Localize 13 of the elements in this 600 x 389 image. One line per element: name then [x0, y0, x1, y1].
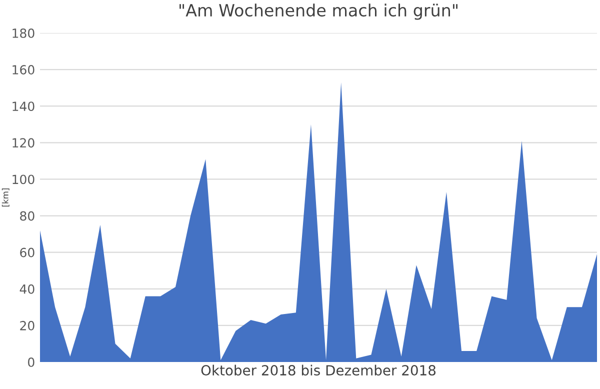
- y-axis-title: [km]: [2, 188, 10, 207]
- y-tick-label: 160: [12, 65, 34, 74]
- y-tick-label: 140: [12, 102, 34, 112]
- y-tick-label: 100: [12, 174, 34, 184]
- y-tick-label: 20: [20, 320, 34, 330]
- y-tick-label: 80: [20, 211, 34, 221]
- y-tick-label: 120: [12, 138, 34, 148]
- x-axis-title: Oktober 2018 bis Dezember 2018: [201, 364, 436, 376]
- y-tick-label: 0: [28, 357, 34, 367]
- y-tick-label: 60: [20, 248, 34, 258]
- y-tick-label: 40: [20, 284, 34, 294]
- chart-title: "Am Wochenende mach ich grün": [180, 4, 458, 20]
- y-tick-label: 180: [12, 28, 34, 38]
